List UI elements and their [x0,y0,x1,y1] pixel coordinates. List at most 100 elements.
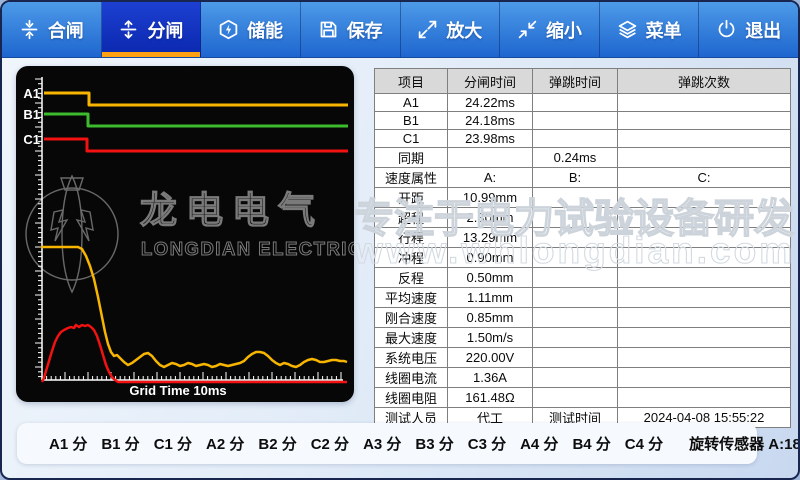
save-label: 保存 [346,20,383,41]
waveform-svg: 龙电电气 LONGDIAN ELECTRIC A1 B1 C1 Grid Tim… [23,77,354,398]
table-row: 同期 0.24ms [374,147,791,168]
energy-storage-button[interactable]: 储能 [201,2,301,57]
table-row: C1 23.98ms [374,129,791,148]
table-cell [532,187,618,208]
channel-status: C2 分 [310,436,350,453]
table-cell [447,147,533,168]
table-cell: 最大速度 [374,327,448,348]
table-row: 线圈电阻 161.48Ω [374,387,791,408]
header-item: 项目 [374,68,448,94]
table-cell [617,111,791,130]
table-cell [617,287,791,308]
logo-en-text: LONGDIAN ELECTRIC [141,238,354,259]
table-row: 反程 0.50mm [374,267,791,288]
table-cell: 同期 [374,147,448,168]
table-row: 冲程 0.90mm [374,247,791,268]
channel-status: B4 分 [572,436,611,453]
channel-status: C4 分 [624,436,664,453]
table-cell: 24.18ms [447,111,533,130]
table-cell [532,287,618,308]
channel-status: C3 分 [467,436,507,453]
table-cell: 1.50m/s [447,327,533,348]
table-cell [617,207,791,228]
table-cell [532,327,618,348]
energy-storage-label: 储能 [247,20,284,41]
zoom-out-button[interactable]: 缩小 [500,2,600,57]
trace-label-a1: A1 [23,86,40,101]
table-cell [532,93,618,112]
table-cell [532,307,618,328]
table-cell [617,93,791,112]
table-cell: B1 [374,111,448,130]
close-switch-icon [21,19,38,40]
table-row: 行程 13.29mm [374,227,791,248]
table-cell: 速度属性 [374,167,448,188]
table-cell [532,367,618,388]
table-cell [617,387,791,408]
exit-button[interactable]: 退出 [699,2,798,57]
table-row: A1 24.22ms [374,93,791,112]
exit-label: 退出 [745,20,782,41]
table-cell: 超程 [374,207,448,228]
table-cell [532,111,618,130]
table-cell: C1 [374,129,448,148]
trace-label-c1: C1 [23,132,40,147]
header-open-time: 分闸时间 [447,68,533,94]
table-cell [617,187,791,208]
table-cell [617,367,791,388]
table-cell [532,207,618,228]
zoom-in-button[interactable]: 放大 [400,2,501,57]
table-cell: 0.90mm [447,247,533,268]
channel-status: C1 分 [153,436,193,453]
table-cell: 行程 [374,227,448,248]
traces-group [40,91,348,384]
table-cell [617,307,791,328]
table-cell: 2.30mm [447,207,533,228]
results-panel: 项目 分闸时间 弹跳时间 弹跳次数 A1 24.22ms B1 24.18ms C1 23… [374,68,791,428]
open-switch-button[interactable]: 分闸 [101,2,202,57]
table-cell: 开距 [374,187,448,208]
table-row: 超程 2.30mm [374,207,791,228]
channel-status-bar: A1 分 B1 分 C1 分 A2 分 B2 分 C2 分 A3 分 B3 分 C3 分 A4 分… [17,423,798,464]
table-cell: 刚合速度 [374,307,448,328]
toolbar: 合闸 分闸 储能 保存 [2,2,798,58]
table-cell [617,147,791,168]
table-cell: 反程 [374,267,448,288]
table-cell: 1.11mm [447,287,533,308]
table-row: B1 24.18ms [374,111,791,130]
channel-status: B2 分 [258,436,297,453]
zoom-out-label: 缩小 [545,20,582,41]
close-switch-label: 合闸 [47,20,84,41]
table-row: 最大速度 1.50m/s [374,327,791,348]
close-switch-button[interactable]: 合闸 [2,2,102,57]
save-icon [320,21,337,38]
longdian-logo-watermark [25,174,119,294]
menu-icon [618,20,636,39]
table-cell: 13.29mm [447,227,533,248]
zoom-in-icon [419,20,437,39]
table-row: 平均速度 1.11mm [374,287,791,308]
table-cell: 1.36A [447,367,533,388]
menu-label: 菜单 [645,20,682,41]
table-cell [617,327,791,348]
table-header-row: 项目 分闸时间 弹跳时间 弹跳次数 [374,68,791,94]
table-cell: 24.22ms [447,93,533,112]
open-switch-label: 分闸 [147,20,184,41]
open-switch-icon [121,20,137,39]
table-cell: 冲程 [374,247,448,268]
table-cell: A1 [374,93,448,112]
table-cell: 线圈电流 [374,367,448,388]
zoom-out-icon [518,20,537,39]
waveform-panel: 龙电电气 LONGDIAN ELECTRIC A1 B1 C1 Grid Tim… [16,66,354,402]
channel-status: B3 分 [415,436,454,453]
trace-travel-curve [41,245,348,369]
table-cell: A: [447,167,533,188]
exit-icon [718,19,735,38]
menu-button[interactable]: 菜单 [599,2,700,57]
save-button[interactable]: 保存 [300,2,401,57]
results-table-body: A1 24.22ms B1 24.18ms C1 23.98ms 同期 0.24ms 速度属性 A… [374,93,791,428]
axis-ticks [35,78,342,380]
table-cell: C: [617,167,791,188]
table-cell [532,227,618,248]
